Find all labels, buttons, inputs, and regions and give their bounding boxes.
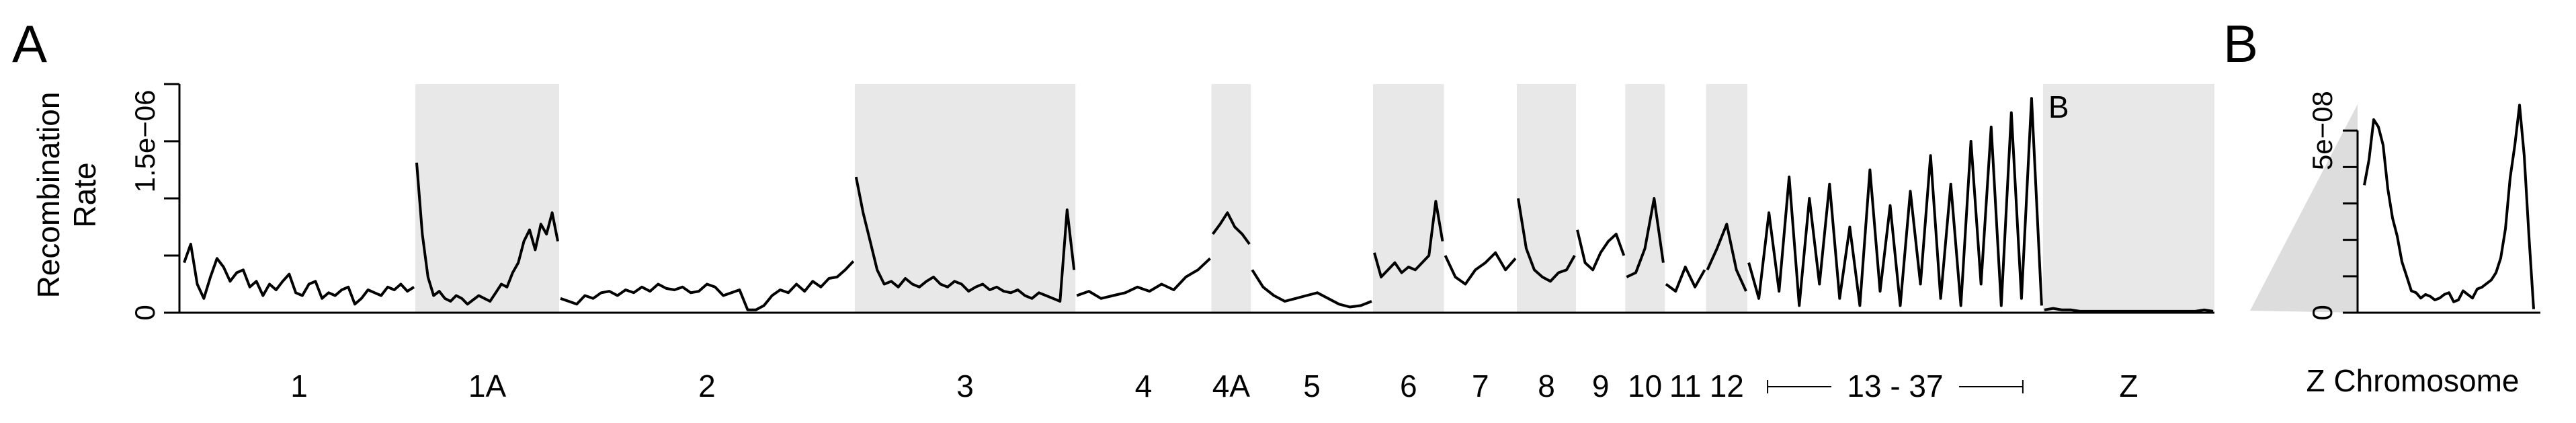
series-line-4 (1076, 257, 1211, 300)
chromosome-label-11: 11 (1669, 369, 1702, 403)
series-line-1A (415, 162, 559, 306)
chromosome-label-10: 10 (1628, 369, 1662, 403)
chromosome-labels: 1 1A 2 3 4 4A 5 6 7 8 9 10 11 12 13 - 37 Z (290, 369, 2138, 403)
chromosome-label-Z: Z (2119, 369, 2138, 403)
chromosome-label-4A: 4A (1212, 369, 1251, 403)
series-line-9 (1576, 229, 1626, 272)
panel-b-axes: 0 5e−08 (2307, 91, 2540, 321)
series-line-11 (1665, 266, 1706, 293)
series-line-2 (560, 260, 855, 311)
series-line-4A (1211, 211, 1251, 245)
band-3 (854, 84, 1076, 313)
series-line-10 (1626, 197, 1665, 278)
panel-b-y-tick-label-0: 0 (2307, 305, 2338, 320)
y-axis-title: Recombination Rate (31, 92, 102, 299)
zoom-wedge (2250, 104, 2358, 313)
z-rate-line (2363, 104, 2535, 309)
band-6 (1372, 84, 1444, 313)
zoom-wedge-shape (2250, 104, 2358, 313)
chromosome-label-1: 1 (290, 369, 308, 403)
y-tick-label-0: 0 (129, 305, 161, 320)
band-Z (2042, 84, 2214, 313)
inset-marker-label: B (2048, 89, 2069, 124)
y-tick-label-3: 1.5e−06 (129, 90, 161, 193)
chromosome-label-5: 5 (1303, 369, 1321, 403)
chromosome-label-6: 6 (1400, 369, 1417, 403)
panel-b-label: B (2223, 14, 2258, 73)
series-line-Z (2044, 307, 2214, 313)
panel-b-y-tick-label-5: 5e−08 (2307, 91, 2338, 170)
chromosome-label-3: 3 (956, 369, 974, 403)
panel-a-axes: 0 1.5e−06 (129, 83, 2214, 321)
series-line-5 (1251, 269, 1372, 309)
band-4A (1211, 84, 1251, 313)
chromosome-label-8: 8 (1538, 369, 1555, 403)
series-line-1 (183, 243, 415, 306)
band-10 (1625, 84, 1665, 313)
chromosome-label-2: 2 (698, 369, 716, 403)
chromosome-label-4: 4 (1135, 369, 1153, 403)
panel-a-label: A (12, 14, 47, 73)
series-line-6 (1373, 200, 1444, 278)
z-chromosome-rate-line (2363, 104, 2535, 309)
series-line-13-37 (1747, 97, 2043, 307)
series-line-8 (1517, 198, 1576, 283)
series-line-12 (1706, 223, 1747, 292)
band-8 (1517, 84, 1576, 313)
chromosome-label-13-37: 13 - 37 (1847, 369, 1943, 403)
x-axis-title-z: Z Chromosome (2307, 363, 2520, 398)
band-12 (1706, 84, 1748, 313)
chromosome-label-12: 12 (1710, 369, 1744, 403)
y-axis-title-line-2: Rate (67, 162, 102, 227)
band-1A (415, 84, 560, 313)
recombination-rate-lines (183, 97, 2214, 313)
series-line-7 (1444, 251, 1517, 286)
y-axis-title-line-1: Recombination (31, 92, 66, 299)
chromosome-label-1A: 1A (468, 369, 507, 403)
chromosome-label-9: 9 (1592, 369, 1610, 403)
chromosome-bands (415, 84, 2214, 313)
chromosome-label-7: 7 (1472, 369, 1489, 403)
series-line-3 (854, 176, 1076, 303)
